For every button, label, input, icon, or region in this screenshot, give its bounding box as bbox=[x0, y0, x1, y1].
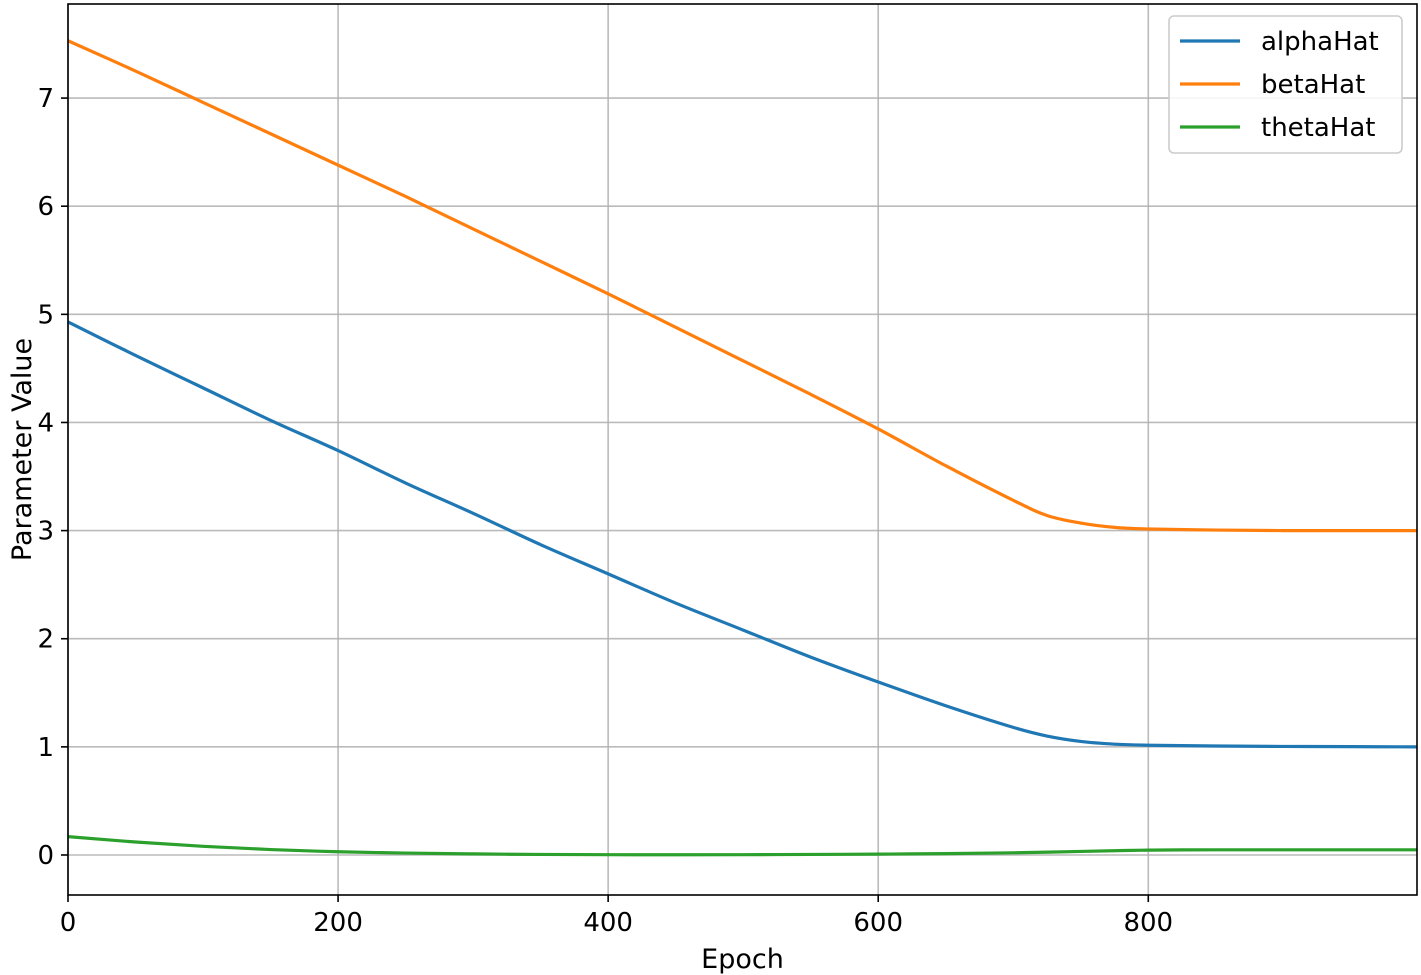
y-tick-label: 3 bbox=[37, 517, 54, 547]
axis-ticks: 0 200 400 600 800 0 1 2 3 4 5 6 7 bbox=[37, 84, 1173, 938]
x-axis-label: Epoch bbox=[701, 944, 784, 975]
x-tick-label: 600 bbox=[853, 908, 903, 938]
y-tick-label: 1 bbox=[37, 733, 54, 763]
x-tick-label: 800 bbox=[1123, 908, 1173, 938]
x-tick-label: 0 bbox=[60, 908, 77, 938]
y-axis-label: Parameter Value bbox=[7, 338, 38, 561]
legend: alphaHat betaHat thetaHat bbox=[1168, 15, 1403, 154]
series-line-thetaHat bbox=[67, 835, 1417, 857]
series-line-alphaHat bbox=[67, 320, 1418, 749]
y-tick-label: 4 bbox=[37, 408, 54, 438]
x-tick-label: 400 bbox=[583, 908, 633, 938]
series-line-betaHat bbox=[67, 39, 1417, 533]
y-tick-label: 5 bbox=[37, 300, 54, 330]
legend-label: thetaHat bbox=[1261, 113, 1375, 143]
series-lines bbox=[67, 39, 1418, 857]
legend-label: alphaHat bbox=[1261, 27, 1379, 57]
plot-frame bbox=[67, 3, 1418, 896]
y-tick-label: 6 bbox=[37, 192, 54, 222]
legend-label: betaHat bbox=[1261, 70, 1365, 100]
x-tick-label: 200 bbox=[313, 908, 363, 938]
legend-box bbox=[1168, 15, 1403, 154]
y-tick-label: 0 bbox=[37, 841, 54, 871]
y-tick-label: 7 bbox=[37, 84, 54, 114]
y-tick-label: 2 bbox=[37, 625, 54, 655]
